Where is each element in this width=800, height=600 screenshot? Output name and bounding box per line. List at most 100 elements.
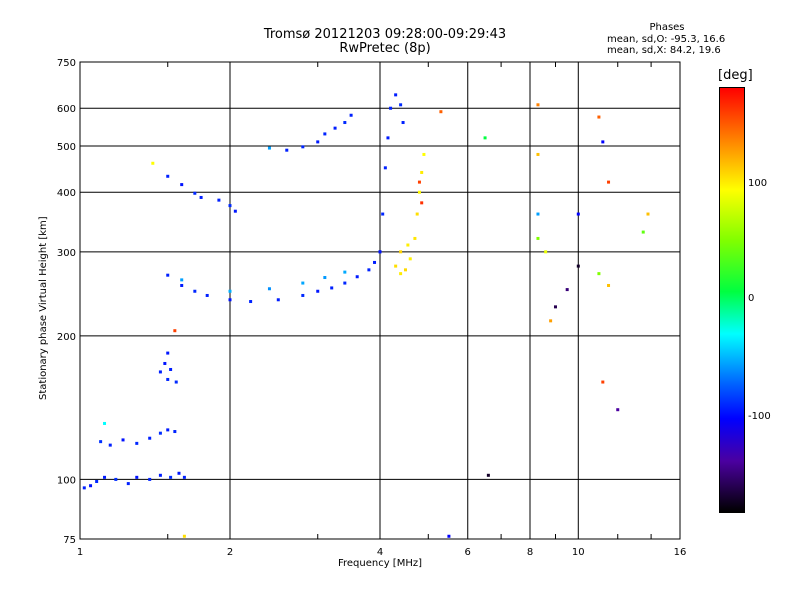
- y-tick-label: 750: [57, 58, 76, 69]
- x-tick-label: 8: [527, 547, 533, 558]
- data-point: [367, 268, 371, 272]
- x-tick-label: 1: [77, 547, 83, 558]
- data-point: [607, 283, 611, 287]
- data-point: [103, 475, 107, 479]
- stats-x-mode: mean, sd,X: 84.2, 19.6: [607, 45, 721, 56]
- data-point: [486, 473, 490, 477]
- data-point: [616, 408, 620, 412]
- data-point: [646, 212, 650, 216]
- data-point: [389, 106, 393, 110]
- x-tick-label: 4: [377, 547, 383, 558]
- data-point: [182, 534, 186, 538]
- data-point: [349, 113, 353, 117]
- data-point: [415, 212, 419, 216]
- data-point: [401, 121, 405, 125]
- colorbar-tick-0: 0: [748, 293, 755, 304]
- data-point: [158, 431, 162, 435]
- data-point: [182, 475, 186, 479]
- data-point: [166, 273, 170, 277]
- y-tick-label: 200: [57, 332, 76, 343]
- colorbar-tick-100: 100: [748, 178, 768, 189]
- data-point: [406, 243, 410, 247]
- data-point: [483, 136, 487, 140]
- data-point: [82, 486, 86, 490]
- phase-colorbar: [719, 87, 745, 513]
- data-point: [316, 140, 320, 144]
- data-point: [536, 236, 540, 240]
- y-tick-label: 300: [57, 248, 76, 259]
- data-point: [193, 289, 197, 293]
- data-point: [386, 136, 390, 140]
- data-point: [301, 281, 305, 285]
- data-point: [135, 441, 139, 445]
- chart-title: Tromsø 20121203 09:28:00-09:29:43: [263, 27, 507, 42]
- x-tick-label: 16: [674, 547, 687, 558]
- data-point: [103, 421, 107, 425]
- plot-frame: [79, 61, 681, 540]
- data-point: [177, 471, 181, 475]
- data-point: [217, 198, 221, 202]
- data-point: [553, 305, 557, 309]
- x-tick-label: 2: [227, 547, 233, 558]
- data-point: [536, 103, 540, 107]
- data-point: [549, 319, 553, 323]
- data-point: [173, 329, 177, 333]
- data-point: [193, 191, 197, 195]
- data-point: [323, 276, 327, 280]
- data-point: [333, 126, 337, 130]
- data-point: [536, 152, 540, 156]
- data-point: [394, 93, 398, 97]
- data-point: [343, 270, 347, 274]
- x-axis-label: Frequency [MHz]: [337, 558, 423, 569]
- y-tick-label: 600: [57, 104, 76, 115]
- colorbar-tick-minus100: -100: [748, 411, 771, 422]
- data-point: [422, 152, 426, 156]
- data-point: [565, 288, 569, 292]
- y-tick-label: 400: [57, 188, 76, 199]
- data-point: [285, 148, 289, 152]
- data-point: [267, 146, 271, 150]
- data-point: [536, 212, 540, 216]
- stats-o-mode: mean, sd,O: -95.3, 16.6: [607, 34, 726, 45]
- data-point: [439, 110, 443, 114]
- data-point: [228, 298, 232, 302]
- data-point: [148, 436, 152, 440]
- data-point: [276, 298, 280, 302]
- data-point: [205, 293, 209, 297]
- data-point: [383, 166, 387, 170]
- x-tick-label: 10: [572, 547, 585, 558]
- data-point: [378, 250, 382, 254]
- data-point: [126, 482, 130, 486]
- data-point: [601, 140, 605, 144]
- data-point: [381, 212, 385, 216]
- data-point: [95, 479, 99, 483]
- data-point: [601, 380, 605, 384]
- data-point: [403, 268, 407, 272]
- y-tick-label: 100: [57, 475, 76, 486]
- data-point: [174, 380, 178, 384]
- data-point: [169, 475, 173, 479]
- data-point: [301, 145, 305, 149]
- axis-ticks: 1 2 4 6 8 10 16 75 100 200 300 400 500 600 750: [57, 58, 686, 558]
- data-point: [576, 264, 580, 268]
- data-point: [180, 278, 184, 282]
- data-point: [158, 370, 162, 374]
- data-point: [166, 174, 170, 178]
- data-point: [316, 289, 320, 293]
- data-point: [399, 103, 403, 107]
- data-point: [166, 351, 170, 355]
- data-point: [355, 275, 359, 279]
- x-tick-label: 6: [465, 547, 471, 558]
- data-point: [267, 287, 271, 291]
- data-point: [408, 257, 412, 261]
- data-point: [228, 204, 232, 208]
- data-point: [89, 484, 93, 488]
- data-point: [173, 430, 177, 434]
- data-point: [641, 230, 645, 234]
- data-point: [158, 473, 162, 477]
- chart-subtitle: RwPretec (8p): [339, 41, 431, 56]
- data-point: [135, 475, 139, 479]
- data-point: [373, 260, 377, 264]
- data-point: [576, 212, 580, 216]
